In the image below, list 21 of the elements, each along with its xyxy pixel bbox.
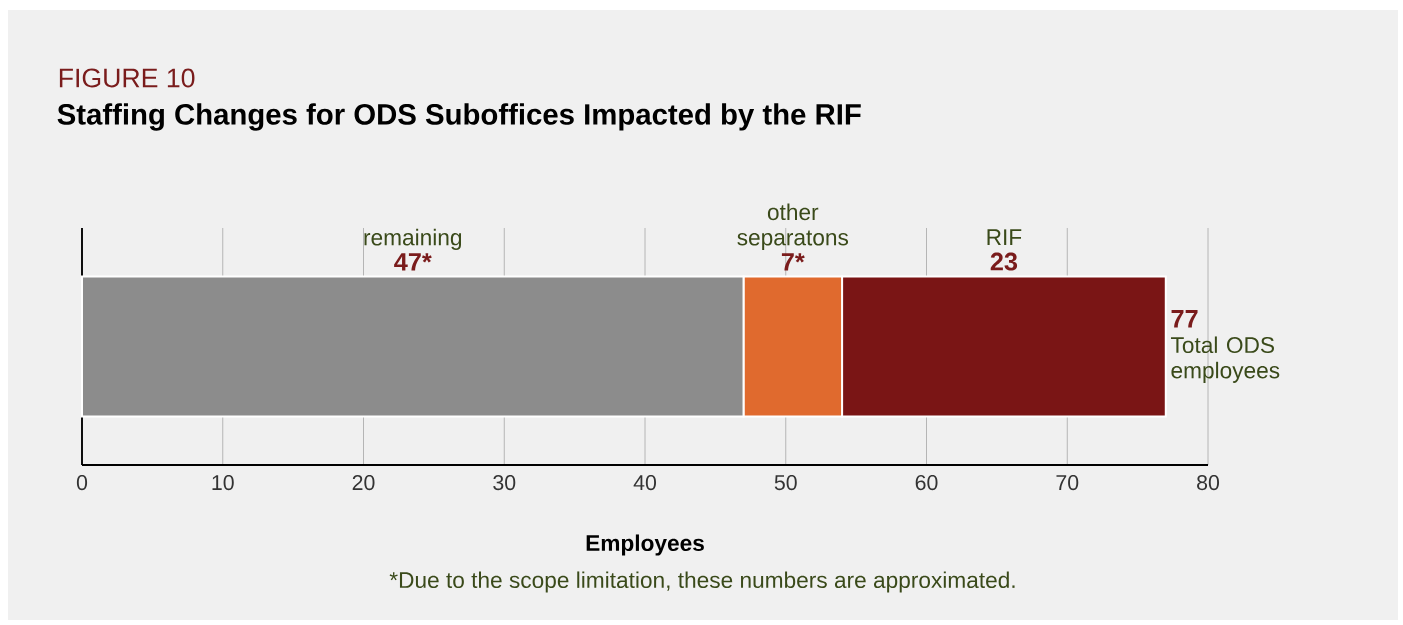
series-label: RIF (987, 229, 1022, 245)
annotation: Total ODS employees (1170, 336, 1280, 383)
data-label: 7* (781, 253, 805, 271)
data-label: 23 (990, 252, 1018, 271)
x-tick-label: 30 (493, 475, 516, 491)
x-tick-label: 20 (352, 475, 375, 491)
total-label: 77 (1171, 310, 1198, 328)
chart-title: Staffing Changes for ODS Suboffices Impacted by the RIF (57, 103, 861, 131)
caption: FIGURE 10 (59, 68, 195, 88)
x-tick-label: 10 (212, 475, 234, 491)
x-tick-label: 80 (1197, 475, 1220, 491)
x-axis-title: Employees (586, 534, 704, 556)
x-tick-label: 60 (915, 475, 938, 491)
series-label: other separatons (737, 203, 849, 250)
x-tick-label: 0 (76, 475, 88, 491)
data-label: 47* (394, 253, 432, 271)
text: *Due to the scope limitation, these numbers are approximated. (389, 571, 1015, 593)
x-tick-label: 40 (633, 475, 657, 491)
series-label: remaining (364, 228, 462, 250)
x-tick-label: 50 (774, 475, 797, 491)
x-tick-label: 70 (1056, 475, 1079, 491)
